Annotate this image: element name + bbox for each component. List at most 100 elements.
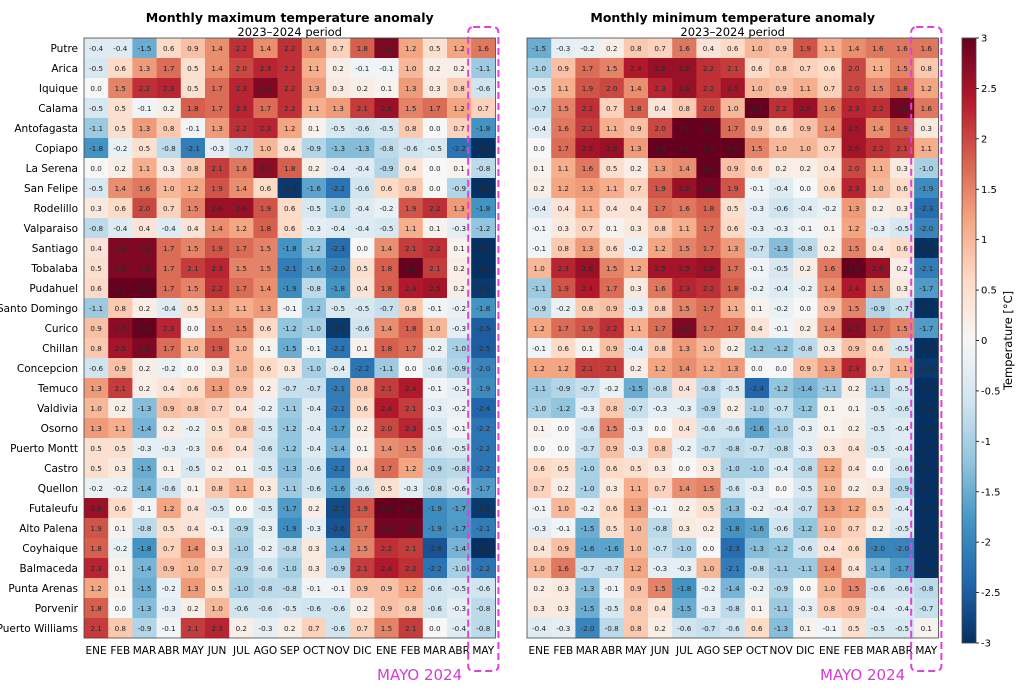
heatmap-cell	[914, 378, 939, 399]
heatmap-cell	[229, 178, 254, 199]
heatmap-cell	[374, 138, 399, 159]
cell-value-label: 2.4	[405, 284, 417, 293]
heatmap-cell	[422, 178, 448, 199]
cell-value-label: 1.7	[163, 244, 174, 253]
heatmap-cell	[623, 398, 649, 419]
chart-title-2: Monthly minimum temperature anomaly	[590, 10, 875, 25]
cell-value-label: 0.3	[824, 444, 835, 453]
heatmap-cell	[720, 598, 746, 619]
heatmap-cell	[599, 98, 625, 119]
cell-value-label: 0.3	[558, 584, 569, 593]
cell-value-label: 0.1	[751, 604, 762, 613]
cell-value-label: -0.6	[428, 364, 442, 373]
heatmap-cell	[793, 178, 818, 199]
heatmap-cell	[914, 158, 939, 179]
heatmap-cell	[623, 298, 649, 319]
heatmap-cell	[398, 118, 424, 139]
heatmap-cell	[326, 578, 351, 599]
heatmap-cell	[253, 558, 278, 579]
heatmap-cell	[817, 218, 842, 239]
cell-value-label: 1.4	[824, 324, 836, 333]
cell-value-label: 0.6	[260, 364, 272, 373]
cell-value-label: 1.0	[751, 44, 763, 53]
cell-value-label: -0.6	[677, 624, 691, 633]
cell-value-label: -0.9	[452, 184, 466, 193]
heatmap-cell	[551, 278, 576, 299]
heatmap-cell	[398, 618, 424, 639]
cell-value-label: -1.6	[605, 544, 619, 553]
heatmap-cell	[720, 178, 746, 199]
cell-value-label: 0.6	[896, 184, 908, 193]
cell-value-label: 2.7	[115, 324, 126, 333]
heatmap-cell	[744, 138, 770, 159]
cell-value-label: -0.3	[137, 444, 151, 453]
heatmap-cell	[447, 398, 472, 419]
heatmap-cell	[769, 258, 794, 279]
cell-value-label: -1.5	[532, 44, 546, 53]
heatmap-cell	[551, 598, 576, 619]
cell-value-label: -1.4	[137, 564, 151, 573]
column-label: OCT	[303, 645, 326, 657]
cell-value-label: 0.1	[533, 164, 544, 173]
cell-value-label: 0.1	[453, 164, 464, 173]
row-label: San Felipe	[24, 183, 78, 195]
heatmap-cell	[277, 358, 303, 379]
heatmap-cell	[623, 138, 649, 159]
cell-value-label: 0.7	[163, 544, 174, 553]
heatmap-cell	[672, 458, 697, 479]
cell-value-label: -0.3	[629, 304, 643, 313]
heatmap-cell	[865, 598, 891, 619]
heatmap-cell	[551, 578, 576, 599]
heatmap-cell	[84, 378, 109, 399]
cell-value-label: -0.7	[580, 384, 594, 393]
heatmap-cell	[229, 198, 254, 219]
heatmap-cell	[301, 298, 327, 319]
cell-value-label: 0.2	[727, 344, 738, 353]
heatmap-cell	[914, 498, 939, 519]
heatmap-cell	[769, 478, 794, 499]
cell-value-label: -1.1	[774, 604, 788, 613]
heatmap-cell	[108, 418, 133, 439]
heatmap-cell	[890, 318, 915, 339]
cell-value-label: 0.9	[187, 44, 199, 53]
cell-value-label: 0.2	[558, 484, 569, 493]
heatmap-cell	[108, 378, 133, 399]
cell-value-label: -0.4	[871, 604, 885, 613]
cell-value-label: -0.7	[283, 384, 297, 393]
cell-value-label: -2.2	[476, 564, 490, 573]
heatmap-cell	[84, 458, 109, 479]
heatmap-cell	[865, 238, 891, 259]
colorbar-tick-label: -1	[981, 437, 991, 448]
cell-value-label: 1.2	[558, 184, 569, 193]
cell-value-label: 2.8	[115, 264, 127, 273]
heatmap-cell	[398, 398, 424, 419]
cell-value-label: 0.4	[405, 164, 417, 173]
heatmap-cell	[551, 418, 576, 439]
heatmap-cell	[744, 458, 770, 479]
cell-value-label: -0.5	[307, 204, 321, 213]
cell-value-label: -1.9	[919, 184, 933, 193]
heatmap-cell	[422, 58, 448, 79]
cell-value-label: -0.3	[798, 444, 812, 453]
heatmap-cell	[447, 318, 472, 339]
cell-value-label: 2.6	[654, 64, 666, 73]
heatmap-cell	[793, 98, 818, 119]
heatmap-cell	[447, 158, 472, 179]
cell-value-label: 2.1	[187, 264, 198, 273]
heatmap-cell	[841, 158, 867, 179]
cell-value-label: 1.7	[727, 324, 738, 333]
cell-value-label: 0.1	[429, 224, 440, 233]
heatmap-cell	[623, 58, 649, 79]
cell-value-label: 1.5	[187, 244, 198, 253]
cell-value-label: 0.1	[606, 224, 617, 233]
heatmap-cell	[84, 198, 109, 219]
cell-value-label: -0.5	[798, 484, 812, 493]
heatmap-cell	[326, 298, 351, 319]
heatmap-cell	[575, 298, 600, 319]
cell-value-label: -0.3	[162, 604, 176, 613]
cell-value-label: 0.2	[308, 504, 319, 513]
cell-value-label: -1.2	[307, 244, 321, 253]
cell-value-label: 0.3	[284, 364, 295, 373]
heatmap-cell	[132, 58, 157, 79]
